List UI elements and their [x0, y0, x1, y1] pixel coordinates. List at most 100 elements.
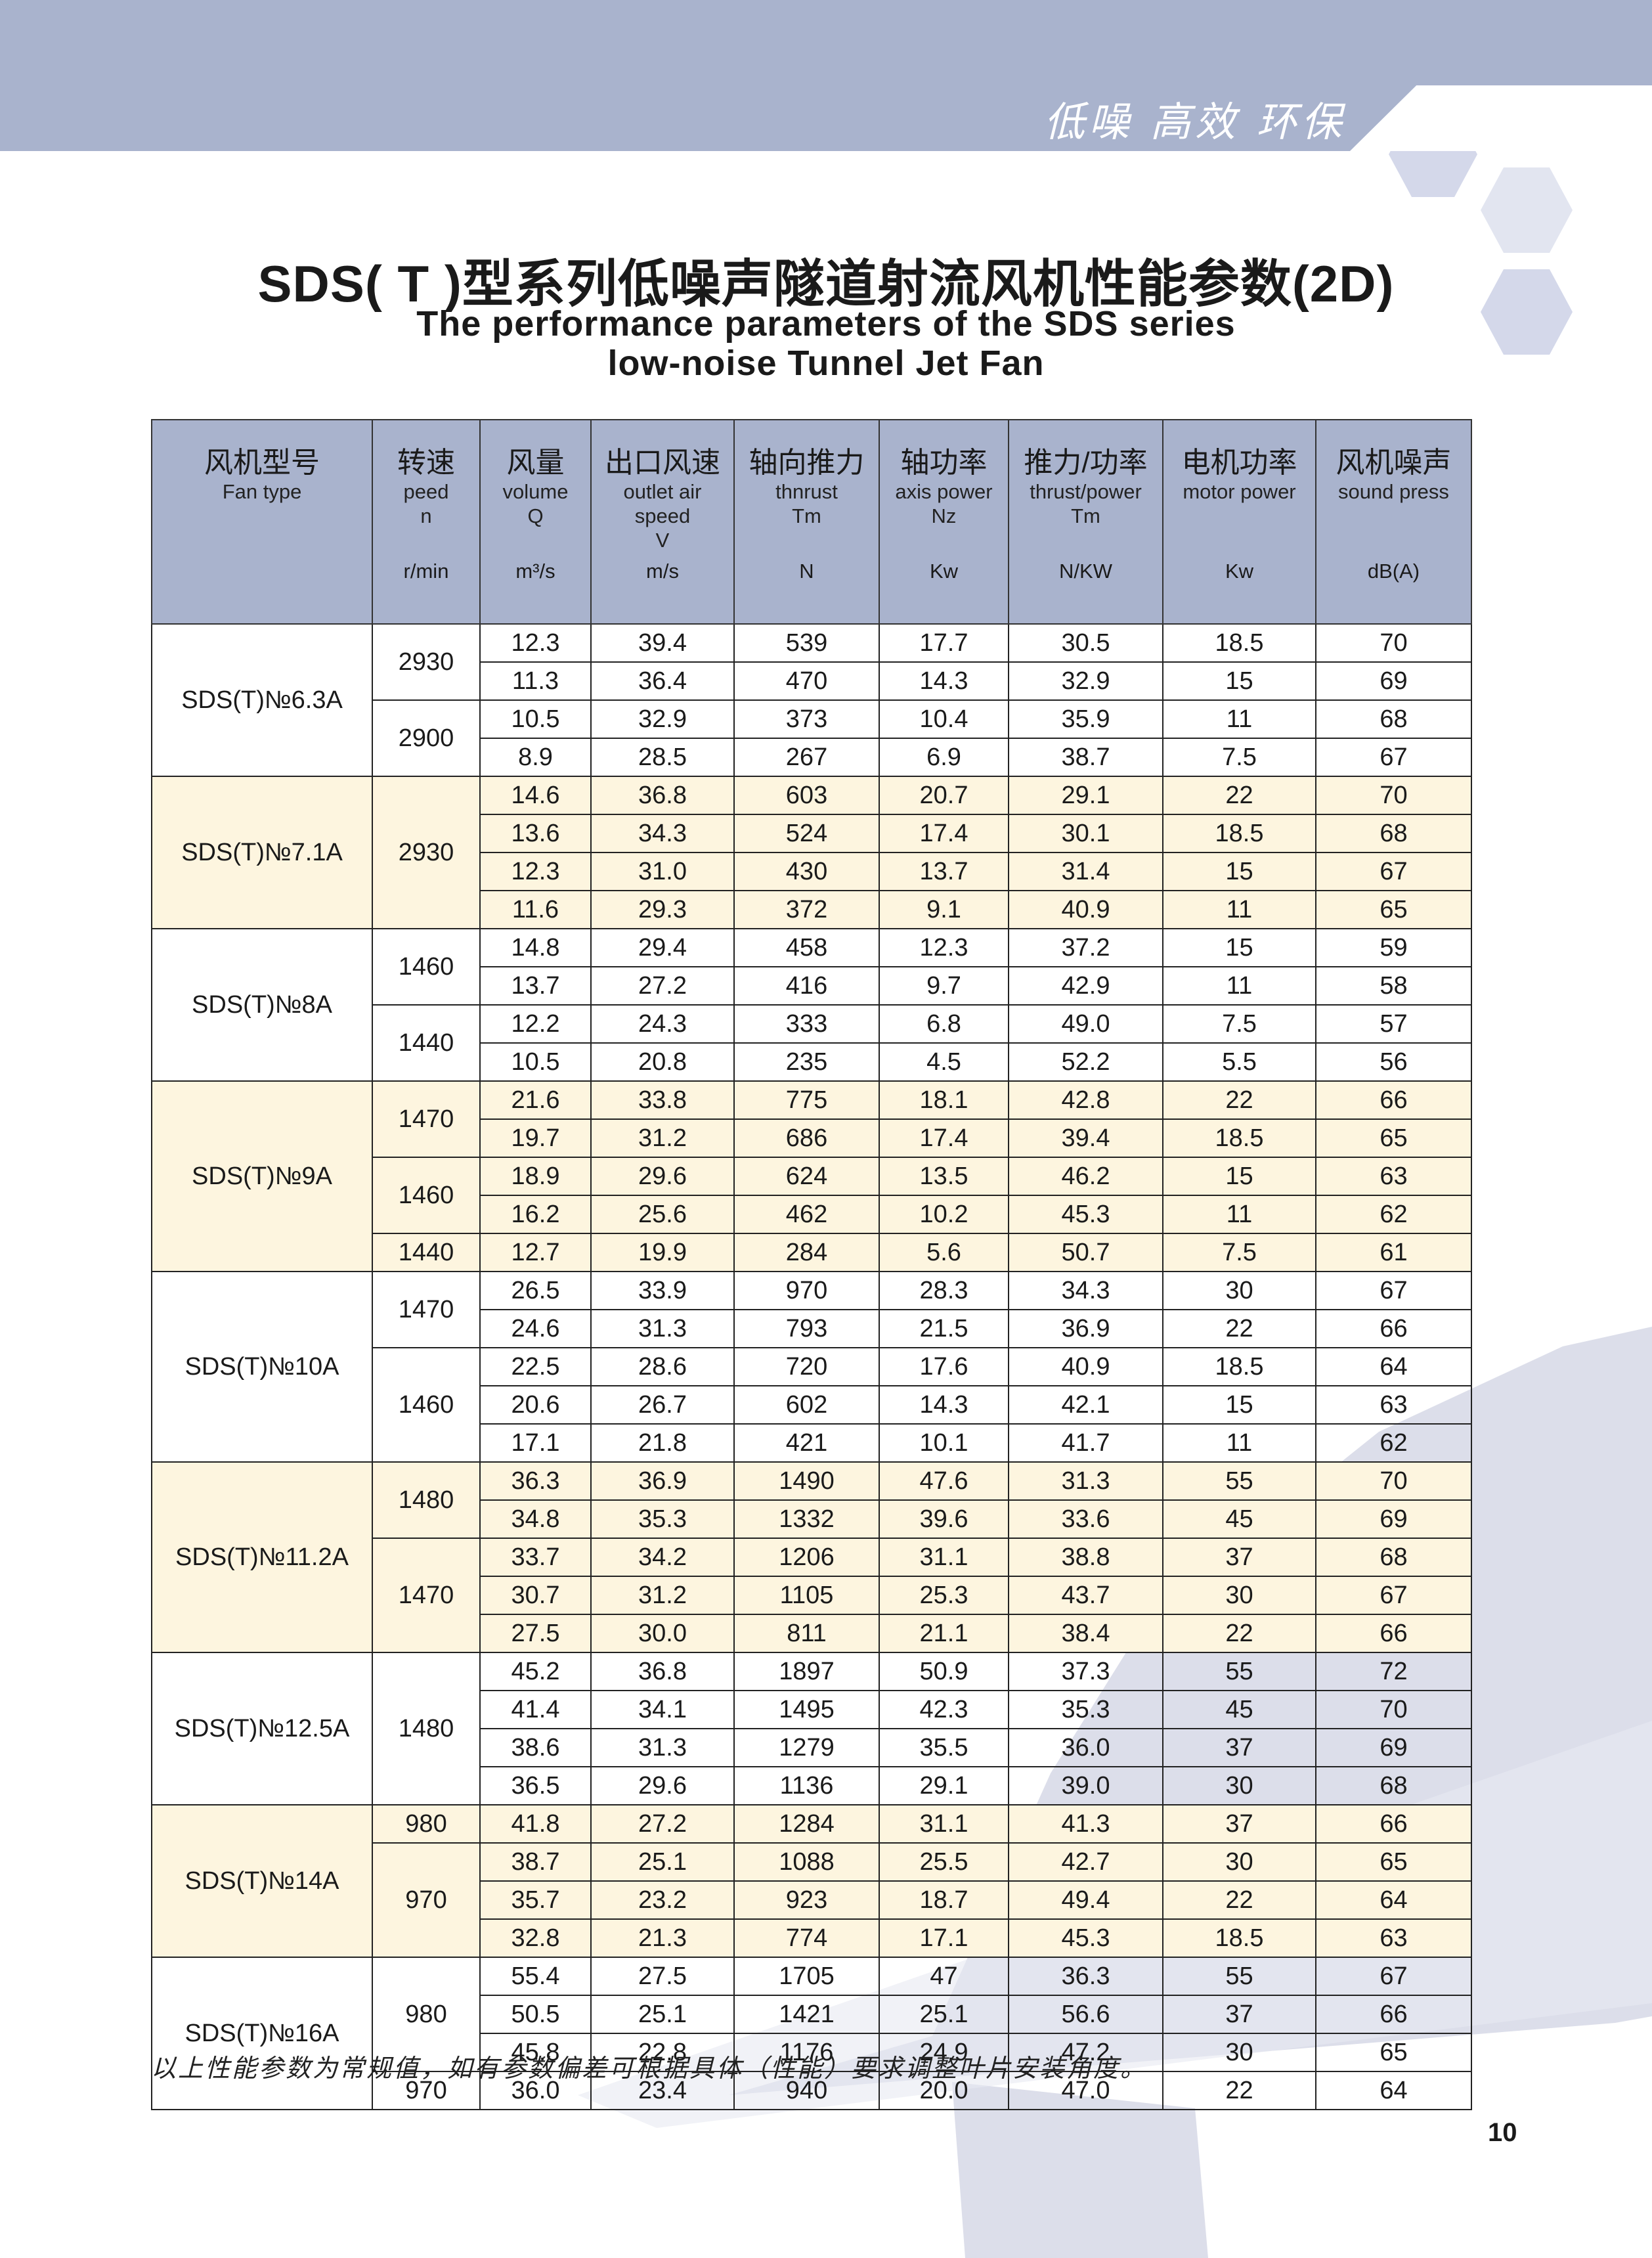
value-cell: 7.5 [1162, 1004, 1316, 1044]
table-row: 12.3 31.0 430 13.7 31.4 15 67 [152, 852, 1472, 891]
value-cell: 31.2 [590, 1118, 735, 1158]
value-cell: 26.7 [590, 1385, 735, 1425]
value-cell: 31.1 [879, 1538, 1009, 1577]
value-cell: 72 [1315, 1652, 1472, 1691]
fan-model-cell: SDS(T)№12.5A [151, 1652, 373, 1805]
column-header-cn: 推力/功率 [1024, 447, 1148, 479]
value-cell: 18.5 [1162, 1918, 1316, 1958]
value-cell: 61 [1315, 1233, 1472, 1272]
value-cell: 18.5 [1162, 623, 1316, 663]
performance-table: 风机型号 Fan type 转速 peed n r/min 风量 volume Q m³/s… [151, 419, 1472, 2110]
value-cell: 66 [1315, 1309, 1472, 1348]
speed-cell: 970 [372, 1842, 481, 1958]
value-cell: 29.6 [590, 1766, 735, 1805]
table-row: 35.7 23.2 923 18.7 49.4 22 64 [152, 1880, 1472, 1920]
value-cell: 35.3 [1008, 1690, 1163, 1729]
value-cell: 284 [733, 1233, 880, 1272]
value-cell: 52.2 [1008, 1042, 1163, 1082]
value-cell: 37 [1162, 1804, 1316, 1844]
value-cell: 267 [733, 738, 880, 777]
speed-cell: 2930 [372, 623, 481, 701]
value-cell: 68 [1315, 1538, 1472, 1577]
table-row: SDS(T)№11.2A 1480 36.3 36.9 1490 47.6 31.3 55 70 [151, 1461, 1472, 1653]
column-header-unit [153, 559, 371, 583]
page-title-cn: SDS( T )型系列低噪声隧道射流风机性能参数(2D) [257, 255, 1395, 313]
value-cell: 29.6 [590, 1157, 735, 1196]
value-cell: 39.6 [879, 1499, 1009, 1539]
value-cell: 50.7 [1008, 1233, 1163, 1272]
value-cell: 5.6 [879, 1233, 1009, 1272]
value-cell: 1206 [733, 1538, 880, 1577]
value-cell: 22 [1162, 1614, 1316, 1653]
value-cell: 36.8 [590, 776, 735, 815]
column-header-unit: N/KW [1059, 560, 1112, 583]
value-cell: 67 [1315, 1576, 1472, 1615]
column-header-en: motor power [1183, 480, 1296, 503]
value-cell: 14.8 [479, 928, 592, 967]
value-cell: 1897 [733, 1652, 880, 1691]
value-cell: 7.5 [1162, 1233, 1316, 1272]
value-cell: 36.5 [479, 1766, 592, 1805]
value-cell: 27.2 [590, 1804, 735, 1844]
value-cell: 17.1 [879, 1918, 1009, 1958]
value-cell: 5.5 [1162, 1042, 1316, 1082]
value-cell: 15 [1162, 1157, 1316, 1196]
value-cell: 333 [733, 1004, 880, 1044]
value-cell: 39.4 [590, 623, 735, 663]
value-cell: 11 [1162, 1423, 1316, 1463]
value-cell: 43.7 [1008, 1576, 1163, 1615]
value-cell: 416 [733, 966, 880, 1006]
value-cell: 38.6 [479, 1728, 592, 1767]
value-cell: 24.9 [879, 2033, 1009, 2072]
value-cell: 69 [1315, 1728, 1472, 1767]
value-cell: 14.6 [479, 776, 592, 815]
value-cell: 36.0 [479, 2071, 592, 2110]
fan-model-cell: SDS(T)№16A [151, 1957, 373, 2110]
value-cell: 624 [733, 1157, 880, 1196]
value-cell: 45.3 [1008, 1918, 1163, 1958]
table-row: 50.5 25.1 1421 25.1 56.6 37 66 [152, 1995, 1472, 2034]
value-cell: 68 [1315, 699, 1472, 739]
value-cell: 373 [733, 699, 880, 739]
value-cell: 67 [1315, 1271, 1472, 1310]
value-cell: 64 [1315, 2071, 1472, 2110]
value-cell: 55 [1162, 1957, 1316, 1996]
value-cell: 63 [1315, 1157, 1472, 1196]
speed-cell: 2900 [372, 699, 481, 777]
value-cell: 56.6 [1008, 1995, 1163, 2034]
value-cell: 13.7 [479, 966, 592, 1006]
value-cell: 35.5 [879, 1728, 1009, 1767]
table-row: 1460 22.5 28.6 720 17.6 40.9 18.5 64 [152, 1347, 1472, 1463]
column-header: 出口风速 outlet air speed V m/s [590, 419, 735, 625]
footnote: 以上性能参数为常规值，如有参数偏差可根据具体（性能）要求调整叶片安装角度。 [151, 2054, 1148, 2083]
table-row: 24.6 31.3 793 21.5 36.9 22 66 [152, 1309, 1472, 1348]
value-cell: 775 [733, 1080, 880, 1120]
value-cell: 45.2 [479, 1652, 592, 1691]
value-cell: 29.1 [879, 1766, 1009, 1805]
table-row: 11.6 29.3 372 9.1 40.9 11 65 [152, 890, 1472, 929]
value-cell: 7.5 [1162, 738, 1316, 777]
speed-cell: 1480 [372, 1461, 481, 1539]
value-cell: 40.9 [1008, 890, 1163, 929]
column-header-cn: 转速 [397, 447, 455, 479]
value-cell: 31.3 [590, 1309, 735, 1348]
value-cell: 458 [733, 928, 880, 967]
column-header-unit: m³/s [515, 560, 555, 583]
speed-cell: 1460 [372, 928, 481, 1006]
value-cell: 12.3 [879, 928, 1009, 967]
value-cell: 22 [1162, 2071, 1316, 2110]
value-cell: 41.4 [479, 1690, 592, 1729]
column-header-en: thrust/power Tm [1030, 480, 1142, 527]
value-cell: 372 [733, 890, 880, 929]
column-header-en: thnrust Tm [775, 480, 838, 527]
value-cell: 21.3 [590, 1918, 735, 1958]
value-cell: 686 [733, 1118, 880, 1158]
value-cell: 30 [1162, 1766, 1316, 1805]
speed-cell: 980 [372, 1957, 481, 2072]
value-cell: 62 [1315, 1423, 1472, 1463]
table-row: 32.8 21.3 774 17.1 45.3 18.5 63 [152, 1918, 1472, 1958]
table-row: 11.3 36.4 470 14.3 32.9 15 69 [152, 661, 1472, 701]
value-cell: 70 [1315, 1690, 1472, 1729]
value-cell: 18.5 [1162, 1347, 1316, 1386]
value-cell: 55 [1162, 1652, 1316, 1691]
